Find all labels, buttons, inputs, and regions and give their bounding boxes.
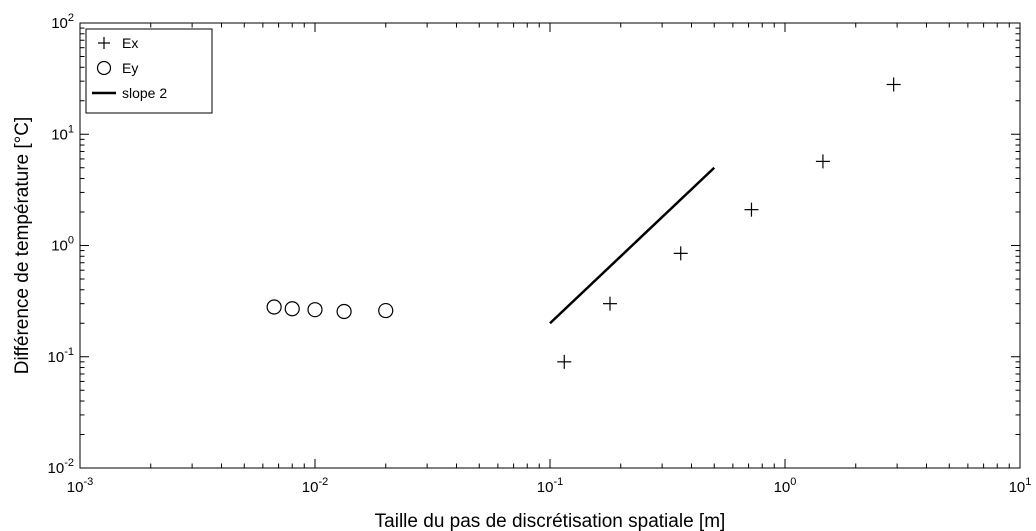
series-ex: [557, 77, 901, 369]
data-series: [266, 77, 901, 369]
legend-marker-circle: [96, 60, 112, 76]
y-tick-label: 10-2: [48, 457, 74, 477]
legend-label: slope 2: [122, 85, 167, 101]
data-point-ey: [266, 299, 282, 315]
data-point-ey: [284, 301, 300, 317]
legend-label: Ey: [122, 60, 138, 76]
data-point-ex: [673, 246, 688, 261]
x-tick-label: 10-2: [302, 476, 328, 496]
legend-label: Ex: [122, 35, 138, 51]
legend-marker-plus: [98, 37, 110, 49]
data-point-ex: [602, 296, 617, 311]
data-point-ex: [815, 154, 830, 169]
x-tick-label: 100: [774, 476, 797, 496]
data-point-ex: [886, 77, 901, 92]
y-axis: 10-2 10-1 100 101 102: [48, 12, 1020, 477]
y-tick-label: 100: [51, 235, 74, 255]
data-point-ex: [557, 354, 572, 369]
x-tick-label: 10-1: [537, 476, 563, 496]
data-point-ex: [744, 202, 759, 217]
slope-line: [549, 166, 716, 325]
data-point-ey: [307, 302, 323, 318]
y-tick-label: 102: [51, 12, 74, 32]
legend: Ex Ey slope 2: [85, 28, 213, 114]
x-axis-title: Taille du pas de discrétisation spatiale…: [375, 511, 726, 531]
x-tick-label: 10-3: [67, 476, 93, 496]
x-tick-label: 101: [1009, 476, 1032, 496]
series-slope-2: [549, 166, 716, 325]
series-ey: [266, 299, 394, 320]
data-point-ey: [336, 303, 352, 320]
data-point-ey: [378, 302, 394, 319]
y-tick-label: 10-1: [48, 346, 74, 366]
plot-frame: [79, 22, 1021, 469]
x-axis: 10-3 10-2 10-1 100 101: [67, 23, 1032, 496]
y-tick-label: 101: [51, 123, 74, 143]
y-axis-title: Différence de température [°C]: [12, 117, 33, 375]
